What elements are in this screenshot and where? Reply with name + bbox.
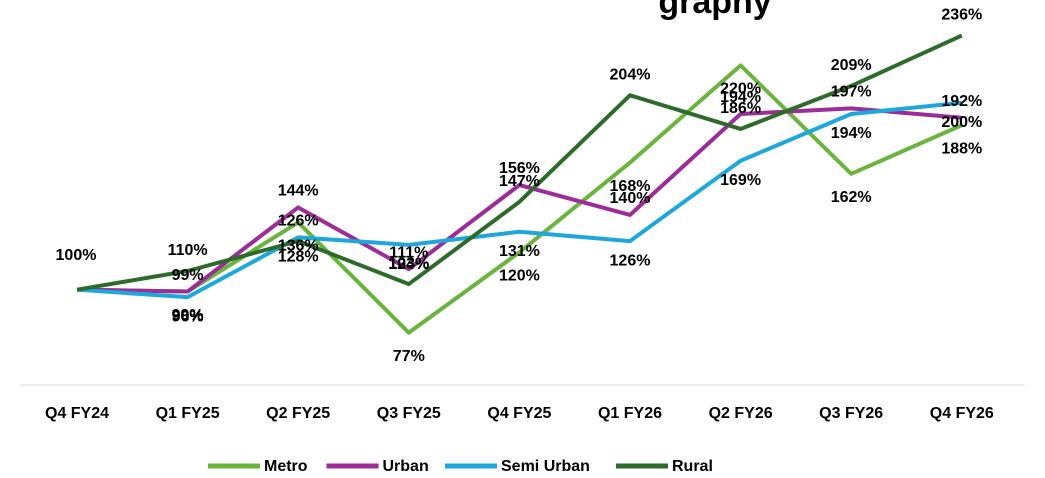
- data-label: 200%: [941, 114, 982, 131]
- data-label: 100%: [56, 247, 97, 264]
- data-label: 120%: [499, 268, 540, 285]
- data-label: 168%: [610, 178, 651, 195]
- data-label: 99%: [172, 307, 204, 324]
- data-label: 236%: [941, 7, 982, 24]
- data-label: 162%: [831, 189, 872, 206]
- data-label: 144%: [278, 183, 319, 200]
- data-label: 156%: [499, 160, 540, 177]
- data-label: 186%: [720, 100, 761, 117]
- series-line: [76, 100, 963, 300]
- data-label: 194%: [720, 89, 761, 106]
- chart-title: graphy: [658, 0, 771, 21]
- data-label: 110%: [168, 242, 208, 259]
- data-label: 126%: [278, 212, 319, 229]
- legend-label: Rural: [672, 458, 713, 475]
- data-label: 131%: [499, 243, 540, 260]
- data-label: 128%: [278, 249, 319, 266]
- x-tick-label: Q3 FY25: [377, 405, 441, 422]
- data-label: 204%: [610, 67, 651, 84]
- x-tick-label: Q2 FY25: [266, 405, 330, 422]
- x-tick-label: Q4 FY25: [487, 405, 551, 422]
- series-line: [76, 33, 963, 292]
- data-label: 194%: [831, 125, 872, 142]
- data-label: 126%: [610, 252, 651, 269]
- legend-label: Metro: [264, 458, 308, 475]
- data-label: 140%: [610, 190, 651, 207]
- x-tick-label: Q3 FY26: [819, 405, 883, 422]
- data-label: 197%: [831, 84, 872, 101]
- series-line: [76, 63, 963, 335]
- x-tick-label: Q4 FY26: [930, 405, 994, 422]
- data-label: 96%: [172, 308, 204, 325]
- data-label: 103%: [388, 255, 429, 272]
- data-label: 147%: [499, 173, 540, 190]
- series-line: [76, 106, 962, 294]
- x-tick-label: Q2 FY26: [709, 405, 773, 422]
- data-label: 77%: [393, 348, 425, 365]
- data-label: 192%: [941, 93, 982, 110]
- data-label: 99%: [172, 267, 204, 284]
- data-label: 169%: [720, 172, 761, 189]
- x-tick-label: Q4 FY24: [45, 405, 109, 422]
- data-label: 124%: [388, 256, 429, 273]
- data-label: 136%: [278, 238, 319, 255]
- data-label: 111%: [389, 244, 428, 261]
- data-label: 188%: [941, 140, 982, 157]
- x-tick-label: Q1 FY26: [598, 405, 662, 422]
- legend-label: Semi Urban: [501, 458, 590, 475]
- data-label: 209%: [831, 57, 872, 74]
- x-tick-label: Q1 FY25: [156, 405, 220, 422]
- legend-label: Urban: [383, 458, 429, 475]
- data-label: 220%: [720, 81, 761, 98]
